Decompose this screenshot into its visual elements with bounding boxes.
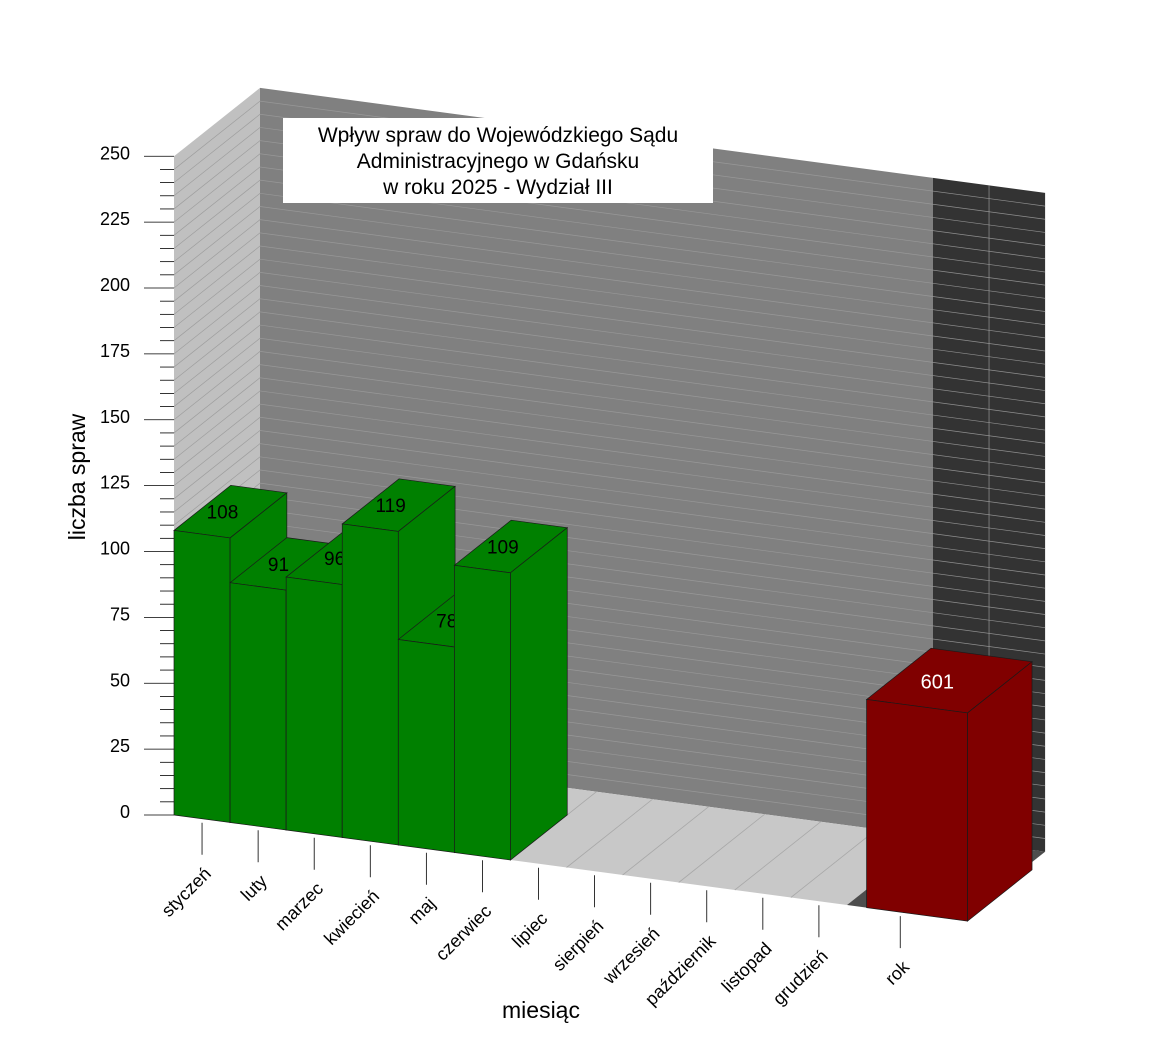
gridline [173, 219, 1046, 326]
x-tick-label: kwiecień [320, 886, 383, 949]
y-tick-label: 175 [100, 341, 130, 361]
gridline [173, 311, 1046, 418]
x-tick-label: styczeń [158, 863, 215, 920]
gridline [173, 377, 1046, 484]
x-axis-label: miesiąc [502, 997, 580, 1023]
chart-title-line-1: Wpływ spraw do Wojewódzkiego Sądu [318, 124, 678, 147]
gridline [173, 351, 1046, 457]
x-tick-label: marzec [271, 878, 327, 934]
bar-front-face [285, 576, 343, 838]
x-tick-label: lipiec [508, 908, 551, 951]
y-tick-label: 50 [110, 670, 130, 690]
x-tick-label: sierpień [549, 916, 608, 975]
gridline [173, 390, 1046, 497]
gridline [173, 324, 1046, 431]
bar-value-label: 96 [324, 549, 345, 570]
gridline [173, 140, 1046, 246]
floor-line [790, 828, 878, 898]
x-tick-label: wrzesień [598, 923, 663, 988]
bar-front-face [866, 699, 968, 922]
bar-czerwiec: 109 [453, 519, 569, 861]
gridline [173, 113, 1046, 220]
bar-value-label: 91 [268, 555, 289, 576]
gridline [173, 337, 1046, 444]
chart-title-box: Wpływ spraw do Wojewódzkiego Sądu Admini… [283, 118, 713, 203]
x-tick-label: rok [881, 956, 914, 989]
y-tick-label: 100 [100, 539, 130, 559]
y-tick-label: 225 [100, 209, 130, 229]
bar-value-label: 78 [436, 612, 457, 633]
gridline [173, 430, 1046, 536]
y-axis-label: liczba spraw [64, 413, 90, 540]
bar-value-label: 109 [487, 537, 519, 558]
bar-front-face [397, 639, 455, 853]
gridline [173, 258, 1046, 365]
y-tick-label: 75 [110, 604, 130, 624]
gridline [173, 272, 1046, 378]
bar-side-face [510, 526, 568, 861]
gridline [173, 179, 1046, 286]
bar-front-face [454, 564, 511, 861]
bar-side-face [967, 660, 1033, 922]
gridline [173, 416, 1046, 523]
bar-front-face [341, 523, 399, 846]
gridline [173, 364, 1046, 470]
bars: 108 91 96 119 78 109 601 [173, 478, 1033, 922]
floor-line [622, 806, 709, 876]
bar-front-face [173, 530, 231, 823]
gridline [173, 456, 1046, 563]
bar-front-face [229, 582, 287, 831]
gridline [173, 403, 1046, 510]
x-tick-label: luty [237, 871, 271, 905]
bar-rok: 601 [865, 647, 1033, 922]
x-tick-label: grudzień [769, 946, 832, 1009]
gridline [173, 245, 1046, 352]
chart-title-line-3: w roku 2025 - Wydział III [382, 176, 613, 199]
gridline [173, 285, 1046, 391]
y-tick-label: 125 [100, 473, 130, 493]
gridline [173, 232, 1046, 339]
y-axis: 0 25 50 75 100 125 150 175 200 225 250 [100, 143, 174, 822]
floor-line [734, 821, 822, 891]
gridline [173, 166, 1046, 273]
x-tick-label: maj [405, 893, 440, 928]
floor-line [566, 798, 653, 868]
y-tick-label: 200 [100, 275, 130, 295]
chart-title-line-2: Administracyjnego w Gdańsku [357, 150, 639, 173]
gridline [173, 298, 1046, 405]
floor-line [678, 813, 765, 883]
gridline [173, 100, 1046, 207]
y-tick-label: 250 [100, 143, 130, 163]
bar-value-label: 119 [376, 496, 406, 517]
bar-value-label: 601 [921, 672, 954, 694]
gridline [173, 192, 1046, 299]
gridline [173, 443, 1046, 549]
y-tick-label: 150 [100, 407, 130, 427]
gridline [173, 206, 1046, 312]
gridline [173, 127, 1046, 233]
gridline [173, 153, 1046, 260]
x-tick-label: listopad [718, 938, 776, 996]
bar-value-label: 108 [207, 503, 239, 524]
y-tick-label: 0 [120, 802, 130, 822]
x-tick-label: czerwiec [432, 901, 496, 965]
y-tick-label: 25 [110, 736, 130, 756]
